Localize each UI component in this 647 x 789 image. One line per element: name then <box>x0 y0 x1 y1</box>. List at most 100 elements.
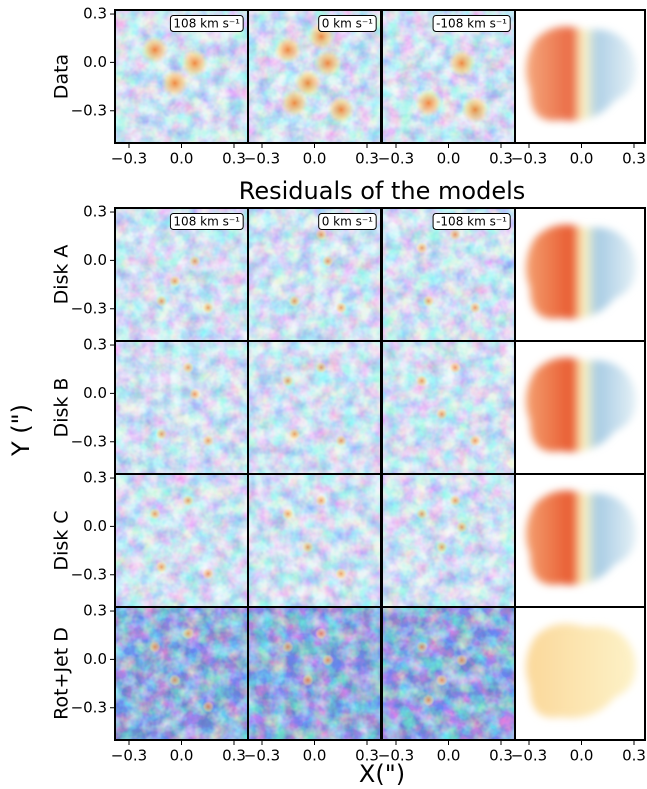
emission-spot <box>288 295 301 308</box>
emission-spot <box>188 388 201 401</box>
y-tick-label: −0.3 <box>71 101 107 119</box>
panel-frame <box>514 9 646 144</box>
x-tick-label: 0.3 <box>222 747 246 765</box>
emission-spot <box>140 35 169 64</box>
y-tick-label: 0.0 <box>83 650 107 668</box>
emission-spot <box>280 89 309 118</box>
emission-spot <box>315 627 328 640</box>
x-tick-label: −0.3 <box>378 150 414 168</box>
emission-spot <box>449 361 462 374</box>
emission-spot <box>148 507 161 520</box>
emission-spot <box>415 507 428 520</box>
emission-spot <box>315 228 328 241</box>
emission-spot <box>321 255 334 268</box>
emission-spot <box>435 674 448 687</box>
velocity-field <box>526 26 636 121</box>
emission-spot <box>202 301 215 314</box>
emission-spot <box>301 674 314 687</box>
x-tick-label: 0.0 <box>437 150 461 168</box>
emission-spot <box>281 507 294 520</box>
residual-map <box>382 341 515 474</box>
y-tick-label: −0.3 <box>71 432 107 450</box>
y-tick-label: −0.3 <box>71 565 107 583</box>
emission-spot <box>414 89 443 118</box>
residual-map <box>382 208 515 341</box>
emission-spot <box>455 521 468 534</box>
velocity-field <box>526 224 636 319</box>
emission-spot <box>160 69 189 98</box>
residual-map <box>248 607 381 740</box>
emission-spot <box>315 494 328 507</box>
velocity-box <box>318 15 377 32</box>
emission-spot <box>435 541 448 554</box>
x-tick-label: 0.0 <box>170 150 194 168</box>
x-tick-label: 0.3 <box>355 150 379 168</box>
x-tick-label: 0.0 <box>303 747 327 765</box>
y-tick-label: 0.3 <box>83 336 107 354</box>
emission-spot <box>180 49 209 78</box>
emission-spot <box>335 567 348 580</box>
x-tick-label: 0.3 <box>489 150 513 168</box>
row-label: Disk A <box>51 245 73 305</box>
velocity-label: -108 km s⁻¹ <box>436 17 507 31</box>
emission-spot <box>182 361 195 374</box>
y-axis-label: Y (") <box>7 404 35 457</box>
residual-map <box>382 10 515 143</box>
emission-spot <box>469 434 482 447</box>
velocity-label: 0 km s⁻¹ <box>322 17 373 31</box>
emission-spot <box>202 434 215 447</box>
y-tick-label: 0.0 <box>83 517 107 535</box>
residual-map <box>115 208 248 341</box>
residual-map <box>115 341 248 474</box>
emission-spot <box>281 640 294 653</box>
velocity-box <box>432 15 511 32</box>
residual-map <box>248 208 381 341</box>
emission-spot <box>202 567 215 580</box>
row-label: Disk B <box>51 378 73 438</box>
y-tick-label: 0.3 <box>83 602 107 620</box>
x-tick-label: 0.0 <box>303 150 327 168</box>
x-tick-label: 0.0 <box>570 150 594 168</box>
emission-spot <box>155 295 168 308</box>
x-tick-label: 0.3 <box>355 747 379 765</box>
emission-spot <box>315 361 328 374</box>
row-label: Disk C <box>51 510 73 570</box>
velocity-label: 108 km s⁻¹ <box>173 17 240 31</box>
x-tick-label: 0.3 <box>222 150 246 168</box>
emission-spot <box>415 241 428 254</box>
residual-map <box>115 474 248 607</box>
velocity-field <box>526 623 636 718</box>
y-tick-label: 0.0 <box>83 251 107 269</box>
emission-spot <box>469 301 482 314</box>
emission-spot <box>182 627 195 640</box>
residual-map <box>248 474 381 607</box>
residual-map <box>248 341 381 474</box>
emission-spot <box>155 428 168 441</box>
y-tick-label: 0.0 <box>83 384 107 402</box>
emission-spot <box>327 95 356 124</box>
emission-spot <box>335 434 348 447</box>
velocity-field <box>526 357 636 452</box>
emission-spot <box>202 700 215 713</box>
emission-spot <box>273 35 302 64</box>
x-tick-label: 0.0 <box>437 747 461 765</box>
x-tick-label: −0.3 <box>111 150 147 168</box>
emission-spot <box>281 374 294 387</box>
emission-spot <box>422 694 435 707</box>
x-tick-label: −0.3 <box>511 747 547 765</box>
y-tick-label: −0.3 <box>71 698 107 716</box>
panel-frame <box>514 606 646 741</box>
x-tick-label: −0.3 <box>111 747 147 765</box>
emission-spot <box>148 640 161 653</box>
x-tick-label: 0.3 <box>489 747 513 765</box>
y-tick-label: 0.3 <box>83 203 107 221</box>
emission-spot <box>415 640 428 653</box>
velocity-box <box>169 213 244 230</box>
residual-map <box>115 607 248 740</box>
title: Residuals of the models <box>239 177 526 205</box>
velocity-box <box>169 15 244 32</box>
row-label: Data <box>51 54 73 99</box>
emission-spot <box>188 255 201 268</box>
emission-spot <box>182 494 195 507</box>
